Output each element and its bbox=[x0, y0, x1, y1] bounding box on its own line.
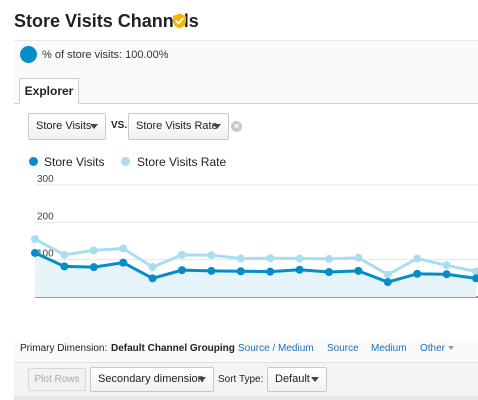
data-point-store-visits[interactable] bbox=[60, 262, 69, 271]
close-circle-icon[interactable]: × bbox=[231, 121, 242, 132]
dimension-other-label: Other bbox=[420, 343, 446, 354]
data-point-store-visits-rate[interactable] bbox=[383, 270, 392, 279]
tab-explorer[interactable]: Explorer bbox=[19, 78, 79, 104]
legend-label-store-visits-rate: Store Visits Rate bbox=[137, 155, 227, 169]
legend-label-store-visits: Store Visits bbox=[44, 155, 105, 169]
series-area-store-visits bbox=[35, 252, 476, 297]
plot-rows-button[interactable]: Plot Rows bbox=[28, 368, 86, 391]
data-point-store-visits-rate[interactable] bbox=[119, 244, 128, 253]
secondary-dimension-select[interactable]: Secondary dimension bbox=[90, 367, 214, 392]
data-point-store-visits[interactable] bbox=[295, 265, 304, 274]
data-point-store-visits-rate[interactable] bbox=[413, 254, 422, 263]
data-point-store-visits-rate[interactable] bbox=[266, 254, 275, 263]
legend-dot-store-visits bbox=[29, 157, 38, 166]
legend-dot-store-visits-rate bbox=[121, 157, 130, 166]
dimension-link-medium[interactable]: Medium bbox=[371, 343, 407, 354]
data-point-store-visits-rate[interactable] bbox=[148, 263, 157, 272]
metric1-select[interactable]: Store Visits bbox=[28, 113, 106, 140]
metric1-select-label: Store Visits bbox=[36, 120, 92, 132]
vs-label: VS. bbox=[111, 120, 128, 131]
data-point-store-visits[interactable] bbox=[413, 269, 422, 278]
shield-check-icon bbox=[173, 13, 186, 29]
metric2-select[interactable]: Store Visits Rate bbox=[128, 113, 229, 140]
chevron-down-icon bbox=[213, 124, 221, 129]
data-point-store-visits-rate[interactable] bbox=[236, 254, 245, 263]
data-point-store-visits[interactable] bbox=[383, 278, 392, 287]
page-title: Store Visits Channels bbox=[14, 11, 199, 31]
series-line-store-visits-rate bbox=[34, 237, 477, 277]
table-header-strip bbox=[14, 396, 478, 400]
chevron-down-icon bbox=[311, 377, 319, 382]
chevron-down-icon bbox=[448, 346, 455, 351]
header-divider bbox=[14, 40, 478, 41]
data-point-store-visits[interactable] bbox=[442, 270, 451, 279]
data-point-store-visits[interactable] bbox=[207, 266, 216, 275]
chevron-down-icon bbox=[198, 377, 206, 382]
tab-strip-divider bbox=[14, 103, 478, 104]
data-point-store-visits-rate[interactable] bbox=[472, 267, 478, 276]
sort-type-value: Default bbox=[275, 373, 310, 385]
data-point-store-visits-rate[interactable] bbox=[354, 253, 363, 262]
title-bar: Store Visits Channels bbox=[0, 0, 478, 40]
data-point-store-visits-rate[interactable] bbox=[325, 254, 333, 263]
segment-color-dot bbox=[20, 46, 37, 63]
data-point-store-visits[interactable] bbox=[148, 274, 157, 283]
primary-dimension-label: Primary Dimension: bbox=[20, 343, 108, 354]
data-point-store-visits-rate[interactable] bbox=[295, 254, 304, 263]
data-point-store-visits-rate[interactable] bbox=[207, 251, 216, 260]
data-point-store-visits-rate[interactable] bbox=[442, 261, 451, 270]
data-point-store-visits[interactable] bbox=[31, 248, 39, 257]
data-point-store-visits-rate[interactable] bbox=[60, 250, 69, 259]
chevron-down-icon bbox=[90, 124, 98, 129]
dimension-default-channel-grouping: Default Channel Grouping bbox=[111, 343, 235, 354]
data-point-store-visits[interactable] bbox=[472, 274, 478, 283]
data-point-store-visits-rate[interactable] bbox=[31, 235, 39, 244]
data-point-store-visits[interactable] bbox=[354, 266, 363, 275]
y-tick-label: 300 bbox=[37, 174, 54, 185]
dimension-link-source-medium[interactable]: Source / Medium bbox=[238, 343, 314, 354]
dimension-link-source[interactable]: Source bbox=[327, 343, 359, 354]
data-point-store-visits[interactable] bbox=[236, 267, 245, 276]
segment-label: % of store visits: 100.00% bbox=[42, 49, 169, 61]
y-tick-label: 200 bbox=[37, 211, 54, 222]
data-point-store-visits[interactable] bbox=[266, 267, 275, 276]
dimension-other-dropdown[interactable]: Other bbox=[420, 343, 455, 354]
data-point-store-visits-rate[interactable] bbox=[89, 246, 98, 255]
data-point-store-visits[interactable] bbox=[89, 263, 98, 272]
data-point-store-visits-rate[interactable] bbox=[178, 250, 186, 259]
metric2-select-label: Store Visits Rate bbox=[136, 120, 218, 132]
data-point-store-visits[interactable] bbox=[119, 258, 128, 267]
data-point-store-visits[interactable] bbox=[178, 266, 186, 275]
line-chart[interactable]: 100 200 300 bbox=[0, 170, 478, 320]
sort-type-label: Sort Type: bbox=[218, 374, 264, 385]
secondary-dimension-label: Secondary dimension bbox=[98, 373, 204, 385]
sort-type-select[interactable]: Default bbox=[267, 367, 327, 392]
series-line-store-visits bbox=[34, 251, 477, 284]
data-point-store-visits[interactable] bbox=[325, 267, 333, 276]
y-tick-label: 100 bbox=[37, 249, 54, 260]
